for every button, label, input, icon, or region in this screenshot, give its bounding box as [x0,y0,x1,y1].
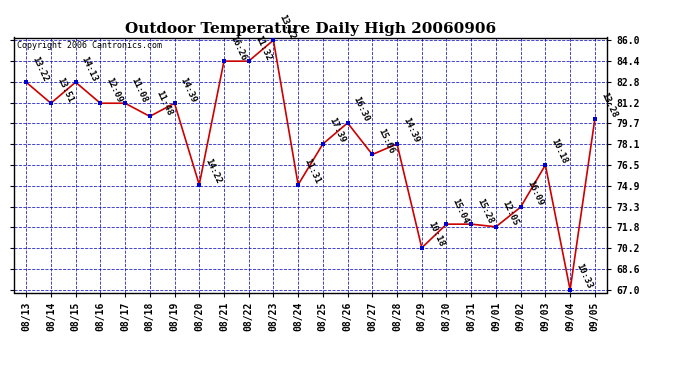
Text: 14:13: 14:13 [80,55,99,83]
Text: 14:39: 14:39 [401,116,421,145]
Text: 14:39: 14:39 [179,76,198,104]
Text: 16:09: 16:09 [525,180,544,208]
Text: 10:33: 10:33 [574,262,594,291]
Text: 10:18: 10:18 [426,220,446,248]
Text: 15:28: 15:28 [475,196,495,225]
Title: Outdoor Temperature Daily High 20060906: Outdoor Temperature Daily High 20060906 [125,22,496,36]
Text: 13:28: 13:28 [599,92,618,120]
Text: 10:18: 10:18 [549,138,569,166]
Text: 14:22: 14:22 [204,157,223,185]
Text: 16:26: 16:26 [228,34,248,62]
Text: 16:30: 16:30 [352,95,371,123]
Text: 13:51: 13:51 [55,76,75,104]
Text: 11:31: 11:31 [302,157,322,185]
Text: 15:04: 15:04 [451,196,470,225]
Text: 17:39: 17:39 [327,116,346,145]
Text: 11:32: 11:32 [253,34,273,62]
Text: 12:05: 12:05 [500,199,520,227]
Text: 15:06: 15:06 [377,127,396,155]
Text: 13:22: 13:22 [277,13,297,41]
Text: 11:48: 11:48 [154,89,173,117]
Text: Copyright 2006 Cantronics.com: Copyright 2006 Cantronics.com [17,41,161,50]
Text: 13:22: 13:22 [30,55,50,83]
Text: 11:08: 11:08 [129,76,149,104]
Text: 12:09: 12:09 [104,76,124,104]
